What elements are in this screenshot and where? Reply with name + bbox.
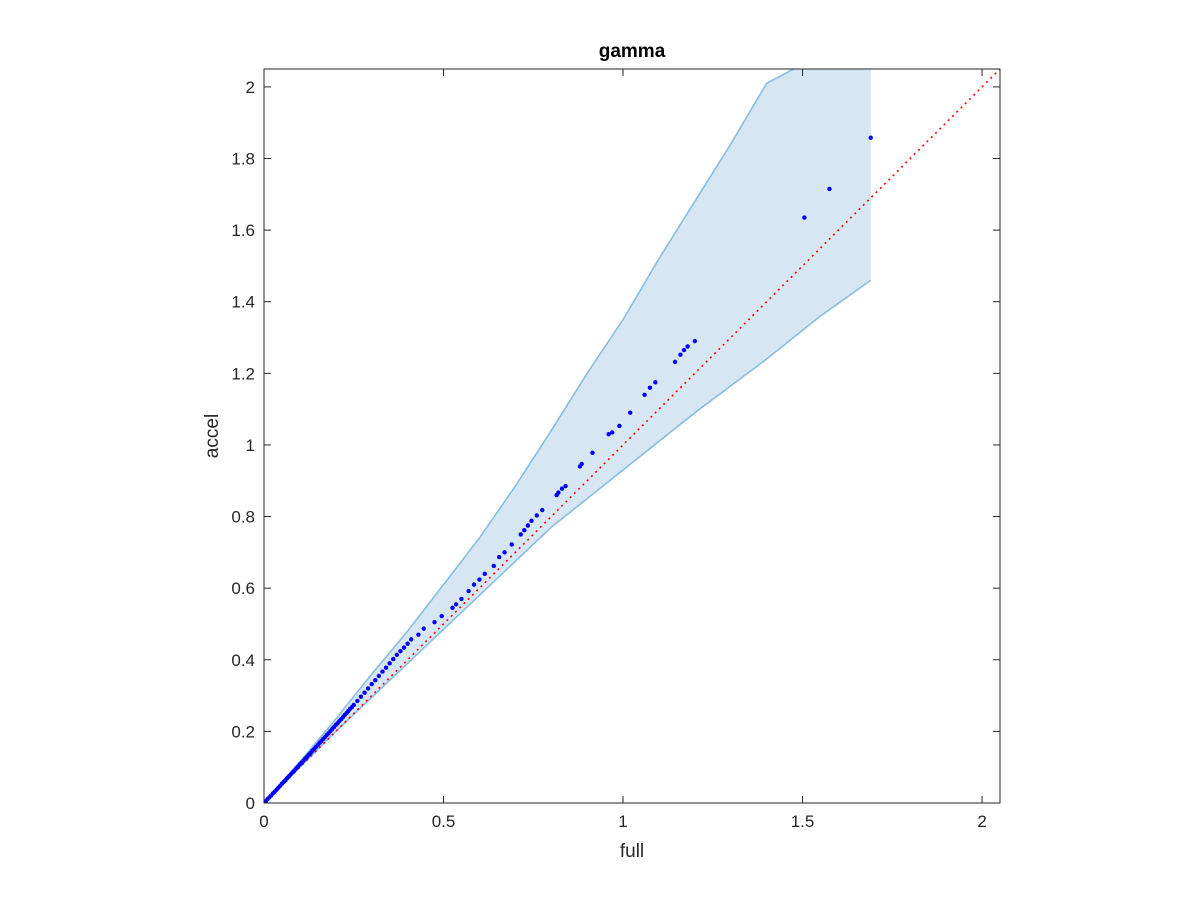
y-tick-label: 2 (246, 78, 255, 97)
data-point (628, 410, 633, 415)
data-point (351, 702, 356, 708)
data-point (681, 347, 687, 353)
data-point (439, 613, 444, 619)
data-point (502, 550, 507, 555)
data-point (653, 380, 658, 385)
data-point (590, 450, 595, 456)
chart-title: gamma (599, 41, 666, 62)
data-point (647, 385, 653, 390)
y-tick-label: 1.2 (231, 364, 255, 383)
data-point (376, 673, 382, 679)
data-point (529, 518, 534, 524)
data-point (491, 563, 496, 569)
confidence-band (263, 68, 872, 804)
x-tick-label: 0 (259, 812, 268, 831)
data-point (387, 661, 392, 666)
x-axis-label: full (620, 841, 644, 862)
data-point (453, 602, 459, 607)
data-point (416, 632, 421, 637)
x-tick-label: 2 (977, 812, 986, 831)
data-point (421, 626, 426, 631)
data-point (398, 648, 403, 654)
data-point (642, 392, 647, 398)
data-point (556, 490, 561, 495)
y-tick-label: 0 (246, 794, 255, 813)
data-point (450, 605, 455, 611)
data-point (365, 686, 371, 691)
data-point (579, 461, 584, 467)
data-point (540, 507, 545, 513)
data-point (369, 681, 374, 687)
data-point (525, 523, 531, 528)
data-point (868, 135, 873, 140)
data-point (518, 532, 523, 537)
data-point (432, 619, 437, 625)
data-point (383, 665, 389, 670)
data-point (409, 637, 414, 642)
data-point (405, 641, 410, 646)
data-points (263, 135, 873, 804)
data-point (358, 694, 364, 699)
y-tick-label: 1 (246, 436, 255, 455)
data-point (394, 652, 400, 657)
data-point (466, 588, 471, 594)
data-point (477, 577, 482, 582)
data-point (678, 352, 683, 357)
band-fill (264, 69, 871, 803)
data-point (509, 542, 514, 547)
data-point (802, 215, 807, 220)
y-tick-label: 0.6 (231, 579, 255, 598)
data-point (459, 596, 464, 602)
y-tick-label: 1.4 (231, 293, 255, 312)
y-tick-label: 1.6 (231, 221, 255, 240)
data-point (380, 669, 385, 674)
data-point (559, 486, 565, 491)
data-point (373, 677, 378, 683)
data-point (692, 338, 698, 344)
data-point (471, 582, 477, 587)
data-point (534, 513, 540, 518)
data-point (522, 527, 527, 533)
data-point (617, 423, 622, 429)
axes (263, 68, 1001, 804)
data-point (362, 690, 367, 695)
plot-frame (263, 68, 1001, 804)
data-point (391, 656, 396, 662)
data-point (563, 483, 568, 489)
x-tick-label: 0.5 (432, 812, 456, 831)
ticks: 0 0.5 1 1.5 2 0 0.2 0.4 0.6 0.8 1 1.2 1.4 1.6 1.8 2 (231, 69, 1000, 831)
y-tick-label: 0.2 (231, 722, 255, 741)
data-point (610, 430, 615, 435)
data-point (496, 554, 502, 560)
data-point (685, 344, 690, 349)
band-upper-edge (263, 68, 794, 804)
data-point (482, 571, 487, 577)
data-point (827, 186, 832, 192)
data-point (355, 698, 360, 704)
x-tick-label: 1 (618, 812, 627, 831)
y-tick-label: 0.4 (231, 651, 255, 670)
y-tick-label: 1.8 (231, 150, 255, 169)
x-tick-label: 1.5 (791, 812, 815, 831)
data-point (401, 645, 407, 650)
band-lower-edge (263, 279, 872, 804)
data-point (672, 359, 678, 365)
data-point (606, 432, 611, 437)
y-axis-label: accel (202, 414, 223, 458)
y-tick-label: 0.8 (231, 508, 255, 527)
